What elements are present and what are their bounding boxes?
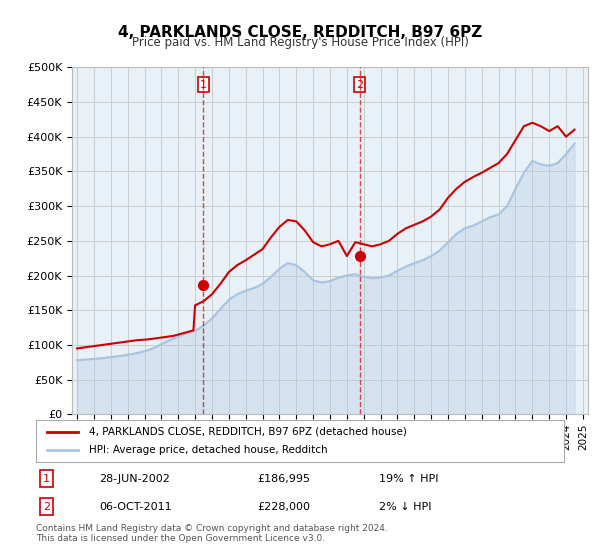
Text: 19% ↑ HPI: 19% ↑ HPI — [379, 474, 439, 484]
Text: 2: 2 — [43, 502, 50, 512]
Text: £228,000: £228,000 — [258, 502, 311, 512]
Text: 28-JUN-2002: 28-JUN-2002 — [100, 474, 170, 484]
Text: 06-OCT-2011: 06-OCT-2011 — [100, 502, 172, 512]
Text: Price paid vs. HM Land Registry's House Price Index (HPI): Price paid vs. HM Land Registry's House … — [131, 36, 469, 49]
Text: 2% ↓ HPI: 2% ↓ HPI — [379, 502, 432, 512]
Text: Contains HM Land Registry data © Crown copyright and database right 2024.
This d: Contains HM Land Registry data © Crown c… — [36, 524, 388, 543]
Text: 4, PARKLANDS CLOSE, REDDITCH, B97 6PZ (detached house): 4, PARKLANDS CLOSE, REDDITCH, B97 6PZ (d… — [89, 427, 407, 437]
Text: HPI: Average price, detached house, Redditch: HPI: Average price, detached house, Redd… — [89, 445, 328, 455]
Text: 1: 1 — [200, 80, 207, 90]
Text: 2: 2 — [356, 80, 363, 90]
Text: 1: 1 — [43, 474, 50, 484]
Text: £186,995: £186,995 — [258, 474, 311, 484]
Text: 4, PARKLANDS CLOSE, REDDITCH, B97 6PZ: 4, PARKLANDS CLOSE, REDDITCH, B97 6PZ — [118, 25, 482, 40]
